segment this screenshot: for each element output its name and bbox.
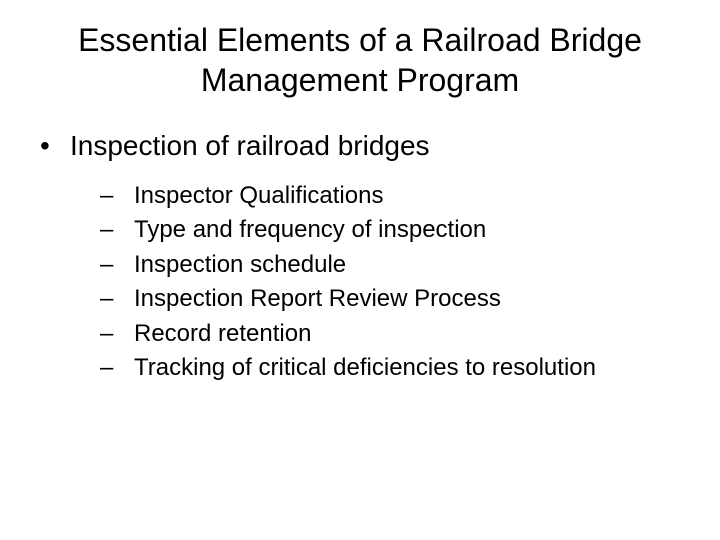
bullet-level1: •Inspection of railroad bridges xyxy=(30,130,690,162)
slide-title: Essential Elements of a Railroad Bridge … xyxy=(70,20,650,100)
list-item: – Inspection schedule xyxy=(100,249,690,281)
list-item: – Inspector Qualifications xyxy=(100,180,690,212)
dash-icon: – xyxy=(100,318,134,350)
level1-text: Inspection of railroad bridges xyxy=(70,130,430,161)
dash-icon: – xyxy=(100,249,134,281)
list-item-text: Tracking of critical deficiencies to res… xyxy=(134,352,596,384)
list-item-text: Record retention xyxy=(134,318,311,350)
list-item: – Tracking of critical deficiencies to r… xyxy=(100,352,690,384)
bullet-icon: • xyxy=(40,130,70,162)
dash-icon: – xyxy=(100,180,134,212)
list-item-text: Type and frequency of inspection xyxy=(134,214,486,246)
list-item-text: Inspection schedule xyxy=(134,249,346,281)
list-item-text: Inspection Report Review Process xyxy=(134,283,501,315)
level2-list: – Inspector Qualifications – Type and fr… xyxy=(30,180,690,384)
slide: Essential Elements of a Railroad Bridge … xyxy=(0,0,720,540)
dash-icon: – xyxy=(100,283,134,315)
dash-icon: – xyxy=(100,352,134,384)
list-item: – Record retention xyxy=(100,318,690,350)
list-item: – Type and frequency of inspection xyxy=(100,214,690,246)
list-item: – Inspection Report Review Process xyxy=(100,283,690,315)
dash-icon: – xyxy=(100,214,134,246)
list-item-text: Inspector Qualifications xyxy=(134,180,383,212)
